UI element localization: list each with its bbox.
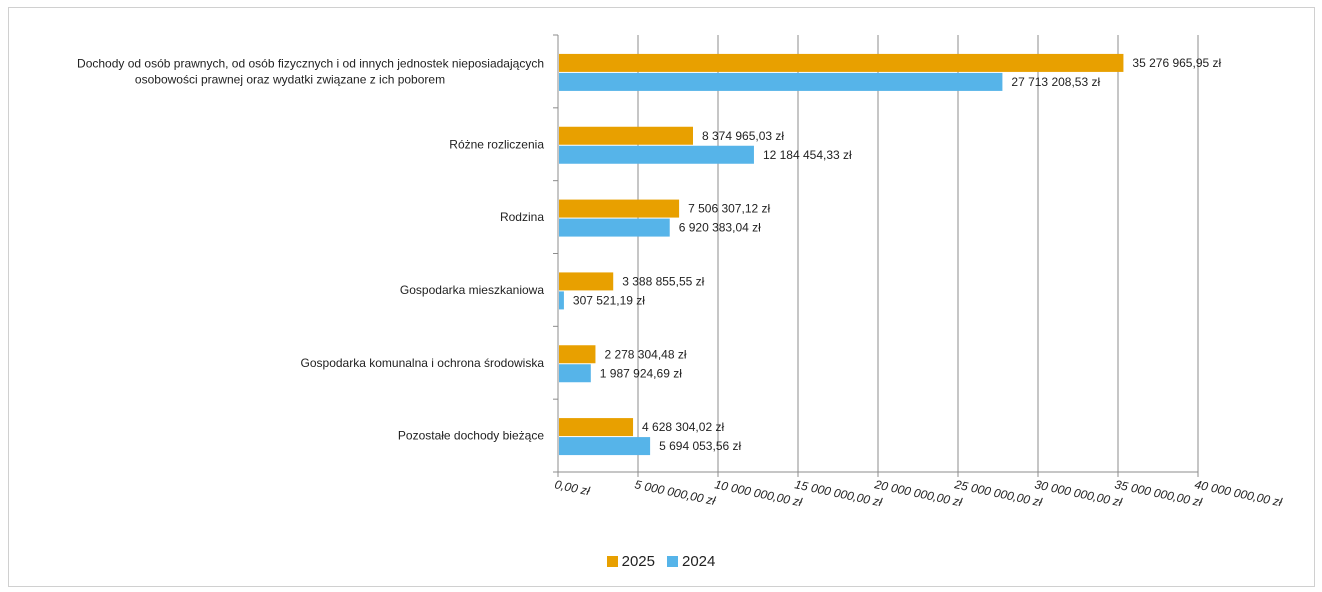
data-label-2025-5: 4 628 304,02 zł xyxy=(642,420,724,434)
category-label-4-0: Gospodarka komunalna i ochrona środowisk… xyxy=(301,356,545,370)
x-tick-label-2: 10 000 000,00 zł xyxy=(713,477,803,509)
legend: 2025 2024 xyxy=(0,553,1322,570)
data-label-2024-0: 27 713 208,53 zł xyxy=(1011,75,1100,89)
category-label-1-0: Różne rozliczenia xyxy=(449,137,544,151)
x-tick-label-5: 25 000 000,00 zł xyxy=(952,477,1043,509)
legend-item-2025: 2025 xyxy=(606,553,655,570)
bar-2024-4 xyxy=(559,364,591,383)
bar-2024-3 xyxy=(559,291,564,310)
category-label-0-1: osobowości prawnej oraz wydatki związane… xyxy=(135,72,445,86)
legend-label-2024: 2024 xyxy=(682,553,716,570)
category-label-3-0: Gospodarka mieszkaniowa xyxy=(400,283,544,297)
x-tick-label-1: 5 000 000,00 zł xyxy=(633,477,717,508)
data-label-2025-2: 7 506 307,12 zł xyxy=(688,202,770,216)
category-label-5-0: Pozostałe dochody bieżące xyxy=(398,429,544,443)
data-label-2025-4: 2 278 304,48 zł xyxy=(604,347,686,361)
data-label-2025-0: 35 276 965,95 zł xyxy=(1132,56,1221,70)
category-label-2-0: Rodzina xyxy=(500,210,544,224)
data-label-2024-5: 5 694 053,56 zł xyxy=(659,439,741,453)
bar-2024-2 xyxy=(559,218,670,237)
x-tick-label-0: 0,00 zł xyxy=(553,477,591,498)
x-tick-label-6: 30 000 000,00 zł xyxy=(1033,477,1123,509)
x-tick-label-8: 40 000 000,00 zł xyxy=(1193,477,1283,509)
data-label-2024-3: 307 521,19 zł xyxy=(573,293,645,307)
bar-2025-2 xyxy=(559,199,680,218)
bar-2025-1 xyxy=(559,126,693,145)
data-label-2025-1: 8 374 965,03 zł xyxy=(702,129,784,143)
legend-item-2024: 2024 xyxy=(667,553,715,570)
x-tick-label-4: 20 000 000,00 zł xyxy=(872,477,963,509)
chart-frame xyxy=(8,7,1315,587)
data-label-2024-4: 1 987 924,69 zł xyxy=(600,366,682,380)
bar-2025-3 xyxy=(559,272,614,291)
x-tick-label-3: 15 000 000,00 zł xyxy=(793,477,883,509)
data-label-2024-1: 12 184 454,33 zł xyxy=(763,148,852,162)
data-label-2025-3: 3 388 855,55 zł xyxy=(622,274,704,288)
legend-swatch-2025 xyxy=(606,556,618,567)
bar-2024-1 xyxy=(559,145,754,164)
legend-swatch-2024 xyxy=(667,556,678,567)
bar-2025-4 xyxy=(559,345,596,364)
bar-2025-5 xyxy=(559,418,634,437)
x-tick-label-7: 35 000 000,00 zł xyxy=(1113,477,1203,509)
data-label-2024-2: 6 920 383,04 zł xyxy=(679,221,761,235)
bar-2025-0 xyxy=(559,53,1124,72)
bar-2024-5 xyxy=(559,437,651,456)
bar-2024-0 xyxy=(559,72,1003,91)
category-label-0-0: Dochody od osób prawnych, od osób fizycz… xyxy=(77,56,544,70)
legend-label-2025: 2025 xyxy=(621,553,655,570)
